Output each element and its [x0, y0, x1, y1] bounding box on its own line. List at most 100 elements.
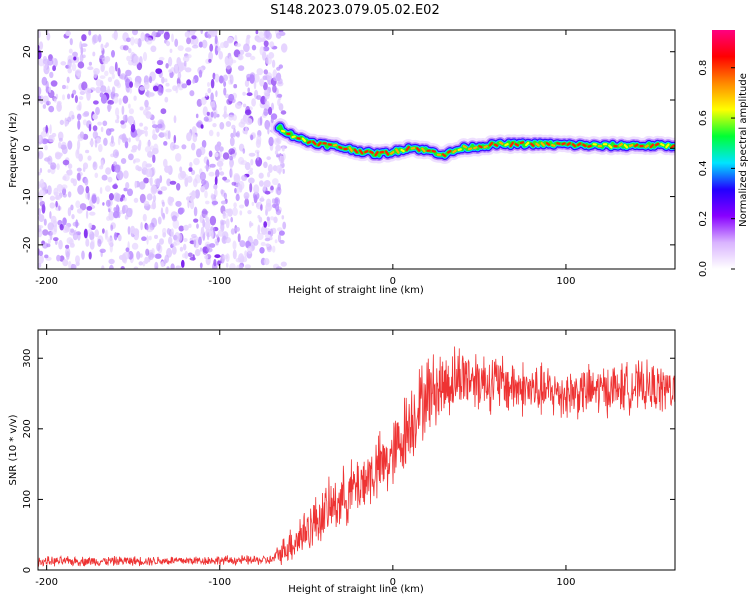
signal-peak [608, 144, 613, 149]
noise-blob [282, 221, 287, 230]
signal-peak [421, 147, 426, 153]
noise-blob [41, 76, 48, 86]
noise-blob [210, 101, 216, 108]
noise-blob [102, 94, 107, 99]
noise-blob [222, 152, 230, 160]
noise-blob [38, 189, 46, 198]
noise-blob [205, 92, 208, 98]
noise-blob [154, 234, 158, 239]
noise-blob [50, 162, 57, 170]
noise-blob [229, 74, 234, 85]
signal-peak [473, 146, 478, 150]
noise-blob [277, 93, 283, 98]
noise-blob [150, 45, 157, 53]
noise-blob [242, 103, 247, 108]
colorbar-tick-label: 0.6 [698, 110, 709, 126]
signal-peak [384, 150, 390, 156]
noise-blob [108, 258, 115, 265]
signal-peak [660, 143, 665, 147]
noise-blob [198, 236, 202, 246]
noise-blob [277, 234, 282, 243]
noise-blob [138, 139, 142, 148]
noise-blob [270, 216, 275, 221]
noise-blob [134, 81, 140, 88]
noise-blob [191, 233, 197, 238]
noise-blob [264, 237, 271, 242]
noise-blob [229, 136, 235, 147]
noise-blob [163, 158, 168, 168]
noise-blob [94, 139, 98, 148]
noise-blob [219, 77, 225, 83]
noise-blob [240, 160, 248, 166]
noise-blob [201, 140, 207, 148]
x-tick-label: -200 [35, 577, 58, 588]
noise-blob [208, 58, 212, 63]
noise-blob [236, 130, 241, 138]
noise-blob [212, 123, 217, 128]
noise-blob [209, 163, 216, 168]
noise-blob [122, 45, 129, 51]
noise-blob [219, 122, 225, 130]
noise-blob [189, 192, 195, 197]
noise-blob [136, 251, 141, 260]
noise-blob [235, 186, 240, 197]
noise-blob [216, 131, 220, 137]
noise-blob [40, 131, 47, 138]
noise-blob [79, 131, 85, 139]
noise-blob [89, 211, 96, 216]
noise-blob [268, 136, 274, 147]
noise-blob [154, 178, 160, 185]
noise-blob [148, 235, 152, 241]
noise-blob [183, 224, 189, 231]
noise-blob [272, 178, 279, 186]
noise-blob [115, 151, 119, 157]
noise-blob [150, 145, 154, 150]
noise-blob [83, 228, 88, 239]
signal-peak [535, 142, 540, 147]
noise-blob [250, 159, 254, 166]
noise-blob [77, 140, 81, 150]
noise-blob [224, 93, 230, 99]
noise-blob [194, 189, 200, 199]
noise-blob [186, 37, 191, 45]
noise-blob [253, 184, 260, 195]
noise-blob [239, 184, 243, 193]
noise-blob [229, 155, 233, 161]
noise-blob [53, 187, 58, 197]
noise-blob [49, 202, 56, 209]
noise-blob [211, 229, 214, 239]
noise-blob [230, 168, 233, 178]
noise-blob [63, 173, 70, 182]
signal-peak [628, 144, 634, 147]
noise-blob [201, 39, 208, 49]
noise-blob [102, 228, 105, 234]
noise-blob [166, 266, 170, 269]
noise-blob [258, 31, 265, 40]
noise-blob [109, 264, 114, 269]
x-tick-label: 0 [390, 577, 396, 588]
signal-peak [550, 144, 556, 147]
noise-blob [246, 92, 253, 97]
noise-blob [214, 73, 220, 83]
noise-blob [96, 196, 100, 205]
noise-blob [216, 236, 220, 243]
signal-peak [358, 149, 364, 155]
noise-blob [100, 64, 105, 73]
noise-blob [189, 161, 193, 168]
noise-blob [92, 51, 96, 57]
noise-blob [44, 144, 48, 151]
noise-blob [272, 203, 277, 208]
noise-blob [112, 184, 118, 190]
noise-blob [108, 208, 111, 213]
noise-blob [280, 261, 287, 267]
noise-blob [230, 228, 235, 235]
noise-blob [282, 168, 285, 174]
noise-blob [260, 241, 266, 247]
noise-blob [177, 71, 182, 80]
noise-blob [192, 134, 198, 143]
noise-blob [143, 200, 150, 206]
noise-blob [263, 108, 269, 116]
noise-blob [234, 187, 237, 194]
noise-blob [61, 187, 67, 196]
noise-blob [231, 181, 237, 186]
